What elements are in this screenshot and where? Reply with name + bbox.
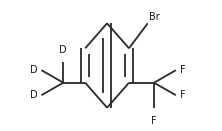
Text: D: D <box>59 45 67 54</box>
Text: F: F <box>180 90 185 100</box>
Text: D: D <box>30 65 38 75</box>
Text: F: F <box>180 65 185 75</box>
Text: Br: Br <box>149 12 160 22</box>
Text: D: D <box>30 90 38 100</box>
Text: F: F <box>151 116 157 125</box>
